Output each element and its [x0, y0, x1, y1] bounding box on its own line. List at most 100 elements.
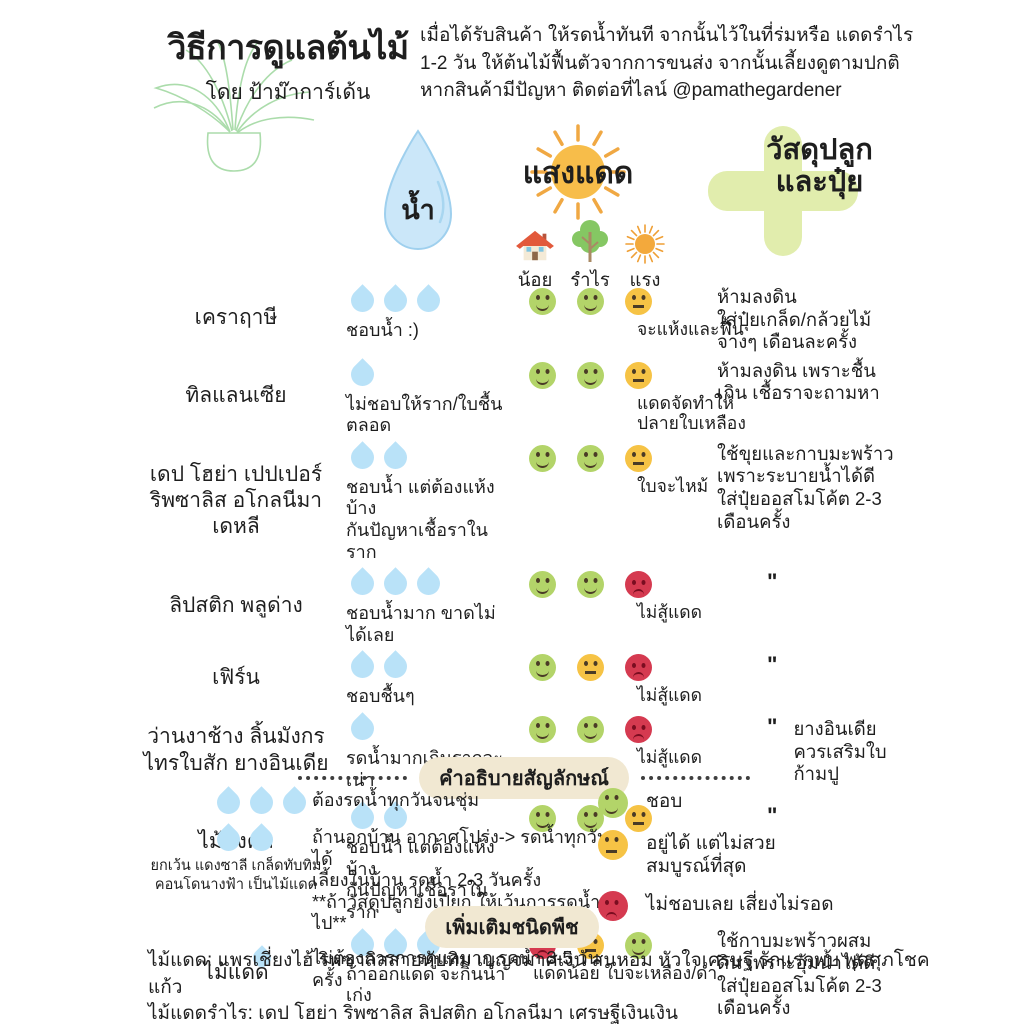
media-note-cell: ใช้ขุยและกาบมะพร้าว เพราะระบายน้ำได้ดี ใ…: [705, 439, 944, 563]
face-icon: [577, 571, 604, 599]
dotted-line: [298, 776, 408, 780]
legend-item: ชอบ: [598, 788, 938, 818]
media-note-ditto: ": [767, 652, 778, 678]
plant-name-cell: เฟิร์น: [132, 648, 340, 708]
water-drop-icon: [346, 567, 379, 601]
plant-name-cell: ไม้แดด: [132, 926, 340, 1020]
water-drop-icon: [412, 567, 445, 601]
water-note: ไม่ชอบให้ราก/ใบชื้นตลอด: [346, 393, 503, 436]
face-icon: [529, 361, 556, 389]
media-note-cell: " ยางอินเดีย ควรเสริมใบ ก้ามปู: [705, 710, 944, 791]
face-icon: [577, 288, 604, 315]
face-icon: [529, 654, 556, 682]
face-icon: [529, 716, 556, 744]
plant-name: ทิลแลนเซีย: [185, 384, 287, 408]
water-rating-cell: ชอบน้ำ แต่ต้องแห้งบ้าง กันปัญหาเชื้อราใน…: [340, 439, 515, 563]
water-drop-icons: [212, 823, 312, 856]
plant-name: เฟิร์น: [212, 666, 260, 690]
extra-line-dappled-plants: ไม้แดดรำไร: เดป โฮย่า ริพซาลิส ลิปสติก อ…: [148, 1003, 678, 1024]
water-rating-cell: ไม่ชอบให้ราก/ใบชื้นตลอด: [340, 356, 515, 437]
legend-faces: ชอบ อยู่ได้ แต่ไม่สวย สมบูรณ์ที่สุด ไม่ช…: [598, 788, 938, 933]
water-drop-icon: [379, 441, 412, 474]
water-column-header: น้ำ: [376, 126, 460, 256]
water-rating-cell: ชอบน้ำ แต่ต้องแห้งบ้าง กันปัญหาเชื้อราใน…: [340, 799, 515, 923]
sun-rating-cell: แดดจัดทำให้ ปลายใบเหลือง: [515, 356, 746, 437]
water-drop-icon: [412, 284, 445, 317]
sun-note: ใบจะไหม้: [637, 475, 709, 496]
face-icon: [625, 444, 652, 472]
water-rating-cell: ถ้าออกแดด จะกินน้ำเก่ง: [340, 926, 515, 1020]
sun-icon: [530, 124, 626, 220]
legend-item: ต้องรดน้ำทุกวันจนชุ่ม: [212, 786, 622, 819]
water-drop-icon: [346, 284, 379, 317]
face-icon: [577, 716, 604, 744]
face-icon: [625, 931, 652, 959]
media-note: ใช้กาบมะพร้าวผสม ดิน เพราะอุ้มน้ำได้ดี ใ…: [717, 929, 882, 1019]
media-note-ditto: ": [767, 803, 778, 829]
legend-separator: คำอธิบายสัญลักษณ์: [298, 757, 751, 799]
face-icon: [625, 654, 652, 682]
plant-name-cell: เคราฤาษี: [132, 282, 340, 354]
extra-section-header: เพิ่มเติมชนิดพืช: [0, 906, 1024, 948]
plant-name-cell: ว่านงาช้าง ลิ้นมังกร ไทรใบสัก ยางอินเดีย: [132, 710, 340, 791]
extra-line-sun-plants: ไม้แดด: แพรเชี่ยงไฮ้ ริพซาลิสสายทับทิม เ…: [148, 950, 930, 998]
plant-pot-illustration: [153, 41, 315, 172]
water-drop-icons: [346, 439, 515, 474]
sun-level-low-label: น้อย: [517, 269, 553, 290]
water-drop-icons: [346, 356, 515, 391]
plant-name-cell: ทิลแลนเซีย: [132, 356, 340, 437]
face-icon: [625, 716, 652, 744]
water-note: ชอบน้ำ แต่ต้องแห้งบ้าง กันปัญหาเชื้อราใน…: [346, 837, 495, 922]
dotted-line: [640, 776, 751, 780]
sun-note: จะแห้งและฟื้น: [637, 319, 744, 339]
water-rating-cell: ชอบชื้นๆ: [340, 648, 515, 708]
water-rating-cell: ชอบน้ำ :): [340, 282, 515, 354]
media-note-ditto: ": [767, 569, 778, 595]
water-drop-icon: [379, 650, 412, 684]
water-drop-icon: [346, 357, 379, 391]
media-note-cell: ": [705, 648, 944, 708]
water-note: ชอบน้ำมาก ขาดไม่ได้เลย: [346, 603, 496, 645]
media-note: ห้ามลงดิน เพราะชื้น เกิน เชื้อราจะถามหา: [717, 359, 880, 404]
page-title: วิธีการดูแลต้นไม้: [167, 29, 409, 67]
media-note-cell: ": [705, 799, 944, 923]
plant-name: เคราฤาษี: [194, 305, 278, 329]
sun-rating-cell: ใบจะไหม้: [515, 439, 708, 563]
water-drop-icons: [212, 786, 312, 819]
water-note: ชอบน้ำ :): [346, 320, 419, 340]
face-icon: [577, 361, 604, 389]
legend-item-text: ชอบ: [646, 791, 683, 812]
sun-level-header: น้อย รำไร: [512, 218, 668, 295]
sun-note: แดดน้อย ใบจะเหลือง/ดำ: [533, 962, 718, 983]
face-icon: [598, 788, 628, 818]
table-row: ทิลแลนเซีย ไม่ชอบให้ราก/ใบชื้นตลอด แดดจั…: [132, 356, 944, 437]
sun-rating-cell: แดดน้อย ใบจะเหลือง/ดำ: [515, 926, 717, 1020]
legend-item: ไม่ต้องการการดูแลมาก รดน้ำ 3-5 วันครั้ง: [212, 944, 622, 991]
face-icon: [577, 444, 604, 472]
sun-note: แดดจัดทำให้ ปลายใบเหลือง: [637, 392, 746, 433]
sun-note: ไม่สู้แดด: [637, 685, 703, 706]
plant-name-subtext: ยกเว้น แดงซาลี เกล็ดทับทิม คอนโดนางฟ้า เ…: [150, 858, 322, 893]
plant-name: เดป โฮย่า เปปเปอร์ ริพซาลิส อโกลนีมา เดห…: [149, 462, 323, 539]
water-drop-icon: [346, 712, 379, 745]
plant-name-cell: ลิปสติก พลูด่าง: [132, 565, 340, 646]
water-drop-icon: [278, 786, 311, 819]
face-icon: [598, 890, 628, 921]
water-drop-icons: [346, 565, 515, 601]
water-note: ชอบชื้นๆ: [346, 686, 415, 707]
water-drop-icon: [245, 786, 278, 819]
sun-note: ไม่สู้แดด: [637, 602, 703, 623]
sun-level-dappled: รำไร: [567, 218, 613, 295]
legend-title: คำอธิบายสัญลักษณ์: [419, 757, 629, 799]
water-drop-icons: [346, 710, 515, 745]
table-row: เดป โฮย่า เปปเปอร์ ริพซาลิส อโกลนีมา เดห…: [132, 439, 944, 563]
water-note: ถ้าออกแดด จะกินน้ำเก่ง: [346, 963, 506, 1006]
water-drop-icons: [346, 282, 515, 317]
media-note-cell: ใช้กาบมะพร้าวผสม ดิน เพราะอุ้มน้ำได้ดี ใ…: [705, 926, 944, 1020]
face-icon: [529, 571, 556, 599]
byline: โดย ป้าม๊าการ์เด้น: [205, 81, 371, 104]
plant-care-table: เคราฤาษี ชอบน้ำ :) จะแห้งและฟื้น ห้ามลงด…: [132, 282, 944, 1022]
sun-level-low: น้อย: [512, 218, 558, 295]
media-note-ditto: ": [767, 714, 778, 740]
water-drop-icons: [346, 648, 515, 684]
